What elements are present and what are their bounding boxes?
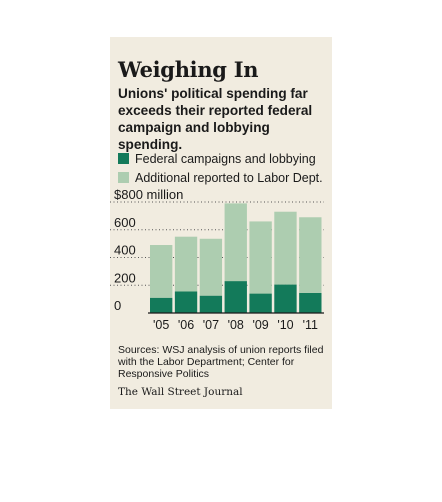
- y-tick-label: 200: [114, 270, 136, 285]
- bar-federal: [299, 292, 322, 313]
- bar-federal: [249, 293, 272, 313]
- credit-line: The Wall Street Journal: [118, 386, 243, 398]
- chart-panel: Weighing In Unions' political spending f…: [110, 37, 332, 409]
- bar-additional: [274, 211, 297, 285]
- bar-additional: [224, 203, 247, 282]
- bar-federal: [199, 295, 223, 313]
- bar-federal: [274, 284, 297, 313]
- legend-swatch-additional: [118, 172, 129, 183]
- x-tick-label: '05: [153, 318, 169, 332]
- bar-additional: [150, 245, 173, 298]
- y-tick-label: 0: [114, 298, 121, 313]
- x-tick-label: '07: [203, 318, 219, 332]
- chart-title: Weighing In: [118, 57, 259, 82]
- legend-label-additional: Additional reported to Labor Dept.: [135, 170, 323, 185]
- legend-item-federal: Federal campaigns and lobbying: [118, 149, 323, 168]
- x-tick-label: '06: [178, 318, 194, 332]
- bar-additional: [174, 236, 198, 292]
- legend-label-federal: Federal campaigns and lobbying: [135, 151, 316, 166]
- legend-swatch-federal: [118, 153, 129, 164]
- source-note: Sources: WSJ analysis of union reports f…: [118, 344, 324, 380]
- y-tick-label: 600: [114, 215, 136, 230]
- y-tick-label: $800 million: [114, 187, 183, 202]
- bar-federal: [174, 291, 198, 313]
- bar-chart: 0 200 400 600 $800 million '05 '06 '07 '08 '09 '10…: [110, 187, 324, 332]
- bar-additional: [199, 238, 223, 296]
- x-tick-label: '08: [228, 318, 244, 332]
- legend-item-additional: Additional reported to Labor Dept.: [118, 168, 323, 187]
- x-tick-label: '10: [277, 318, 293, 332]
- bar-federal: [150, 297, 173, 313]
- x-tick-label: '11: [303, 318, 318, 332]
- bar-additional: [299, 217, 322, 293]
- x-tick-label: '09: [252, 318, 268, 332]
- y-tick-label: 400: [114, 243, 136, 258]
- chart-subtitle: Unions' political spending far exceeds t…: [118, 86, 313, 152]
- bar-additional: [249, 221, 272, 294]
- bar-federal: [224, 281, 247, 313]
- chart-legend: Federal campaigns and lobbying Additiona…: [118, 149, 323, 187]
